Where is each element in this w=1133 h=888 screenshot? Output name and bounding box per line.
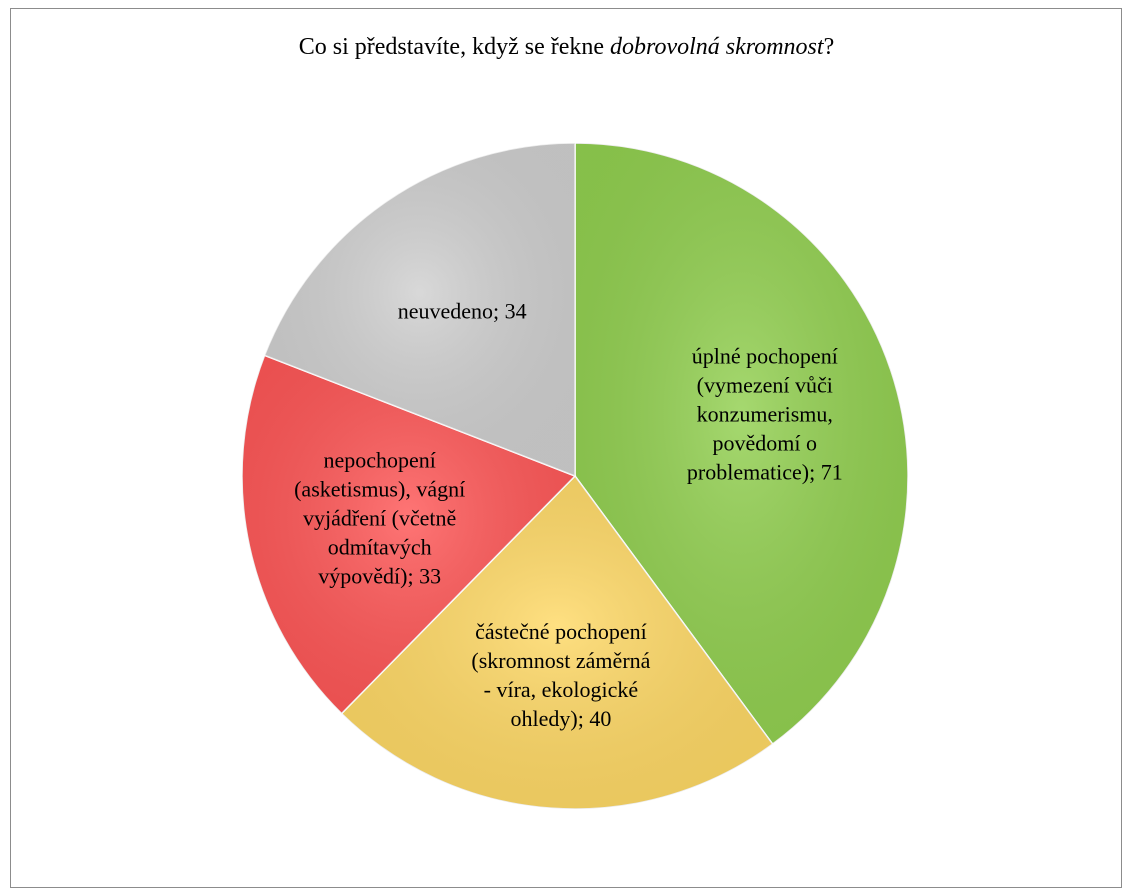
label-separator: ; xyxy=(407,563,420,589)
data-label: neuvedeno; 34 xyxy=(367,297,557,326)
label-category: úplné pochopení (vymezení vůči konzumeri… xyxy=(686,343,838,485)
label-category: částečné pochopení (skromnost záměrná - … xyxy=(471,619,651,732)
data-label: částečné pochopení (skromnost záměrná - … xyxy=(466,617,656,733)
title-end: ? xyxy=(823,34,835,60)
label-separator: ; xyxy=(492,298,505,324)
label-separator: ; xyxy=(809,459,821,485)
label-value: 71 xyxy=(820,459,843,485)
label-separator: ; xyxy=(577,706,590,732)
label-category: nepochopení (asketismus), vágní vyjádřen… xyxy=(294,447,466,589)
chart-title: Co si představíte, když se řekne dobrovo… xyxy=(0,34,1133,61)
data-label: nepochopení (asketismus), vágní vyjádřen… xyxy=(285,446,475,591)
label-value: 33 xyxy=(419,563,442,589)
label-category: neuvedeno xyxy=(397,298,493,324)
title-text: Co si představíte, když se řekne xyxy=(298,34,611,60)
label-value: 34 xyxy=(504,298,527,324)
label-value: 40 xyxy=(589,706,612,732)
title-emphasis: dobrovolná skromnost xyxy=(610,34,824,60)
data-label: úplné pochopení (vymezení vůči konzumeri… xyxy=(670,341,860,486)
